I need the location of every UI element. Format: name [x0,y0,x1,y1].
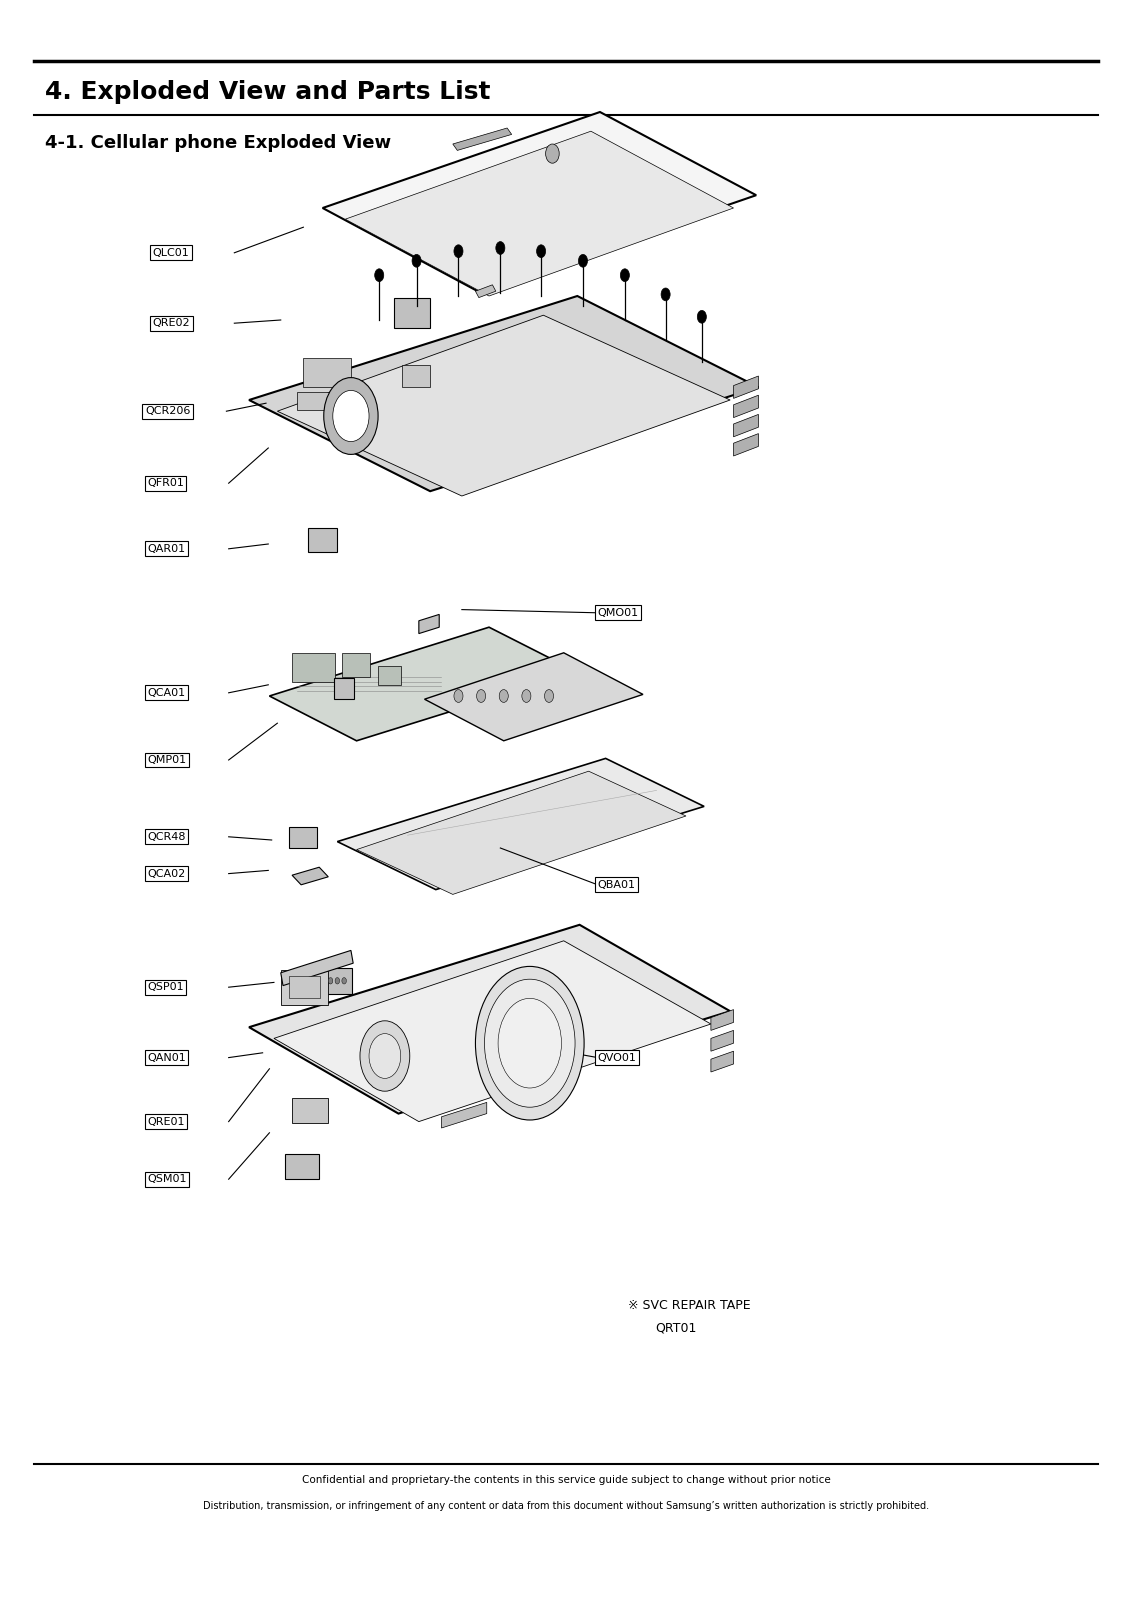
Polygon shape [269,627,577,741]
Text: QMO01: QMO01 [598,608,638,618]
Circle shape [454,690,463,702]
Circle shape [537,245,546,258]
Text: QCA01: QCA01 [147,688,186,698]
Circle shape [333,390,369,442]
Text: QSP01: QSP01 [147,982,183,992]
Text: QVO01: QVO01 [598,1053,636,1062]
Text: 4. Exploded View and Parts List: 4. Exploded View and Parts List [45,80,491,104]
Polygon shape [357,771,686,894]
Circle shape [328,978,333,984]
Circle shape [496,242,505,254]
Polygon shape [441,1102,487,1128]
Circle shape [546,144,559,163]
Text: QAR01: QAR01 [147,544,186,554]
Circle shape [544,690,554,702]
FancyBboxPatch shape [292,653,335,682]
Polygon shape [249,296,758,491]
Text: QSM01: QSM01 [147,1174,187,1184]
FancyBboxPatch shape [308,528,337,552]
Text: QCR48: QCR48 [147,832,186,842]
Circle shape [499,690,508,702]
Circle shape [484,979,575,1107]
FancyBboxPatch shape [292,1098,328,1123]
Polygon shape [345,131,734,296]
Text: QAN01: QAN01 [147,1053,186,1062]
Polygon shape [249,925,730,1114]
Text: Confidential and proprietary-the contents in this service guide subject to chang: Confidential and proprietary-the content… [301,1475,831,1485]
Polygon shape [292,867,328,885]
Circle shape [477,690,486,702]
Circle shape [578,254,588,267]
Circle shape [475,966,584,1120]
Text: QBA01: QBA01 [598,880,636,890]
Polygon shape [424,653,643,741]
Text: Distribution, transmission, or infringement of any content or data from this doc: Distribution, transmission, or infringem… [203,1501,929,1510]
Polygon shape [711,1010,734,1030]
Polygon shape [734,434,758,456]
FancyBboxPatch shape [342,653,370,677]
FancyBboxPatch shape [378,666,401,685]
Polygon shape [734,414,758,437]
Circle shape [454,245,463,258]
Text: 4-1. Cellular phone Exploded View: 4-1. Cellular phone Exploded View [45,134,392,152]
Circle shape [697,310,706,323]
FancyBboxPatch shape [285,1154,319,1179]
Polygon shape [734,395,758,418]
Text: QFR01: QFR01 [147,478,185,488]
Polygon shape [323,112,756,291]
FancyBboxPatch shape [323,968,352,994]
FancyBboxPatch shape [281,970,328,1005]
FancyBboxPatch shape [289,976,320,998]
Polygon shape [711,1030,734,1051]
Circle shape [522,690,531,702]
Polygon shape [711,1051,734,1072]
FancyBboxPatch shape [394,298,430,328]
FancyBboxPatch shape [334,678,354,699]
FancyBboxPatch shape [289,827,317,848]
Circle shape [360,1021,410,1091]
Circle shape [498,998,561,1088]
Polygon shape [419,614,439,634]
Polygon shape [274,941,711,1122]
FancyBboxPatch shape [402,365,430,387]
Polygon shape [337,758,704,890]
FancyBboxPatch shape [297,392,340,410]
Circle shape [375,269,384,282]
Circle shape [412,254,421,267]
Circle shape [335,978,340,984]
Circle shape [369,1034,401,1078]
Text: QCR206: QCR206 [145,406,190,416]
Text: QLC01: QLC01 [153,248,189,258]
Text: QRT01: QRT01 [655,1322,697,1334]
Circle shape [342,978,346,984]
Text: QCA02: QCA02 [147,869,186,878]
Polygon shape [475,285,496,298]
Polygon shape [277,315,730,496]
Polygon shape [281,950,353,986]
Polygon shape [453,128,512,150]
Text: QRE01: QRE01 [147,1117,185,1126]
Text: ※ SVC REPAIR TAPE: ※ SVC REPAIR TAPE [628,1299,751,1312]
Circle shape [661,288,670,301]
Circle shape [620,269,629,282]
Polygon shape [734,376,758,398]
FancyBboxPatch shape [303,358,351,387]
Circle shape [324,378,378,454]
Text: QRE02: QRE02 [153,318,190,328]
Text: QMP01: QMP01 [147,755,187,765]
